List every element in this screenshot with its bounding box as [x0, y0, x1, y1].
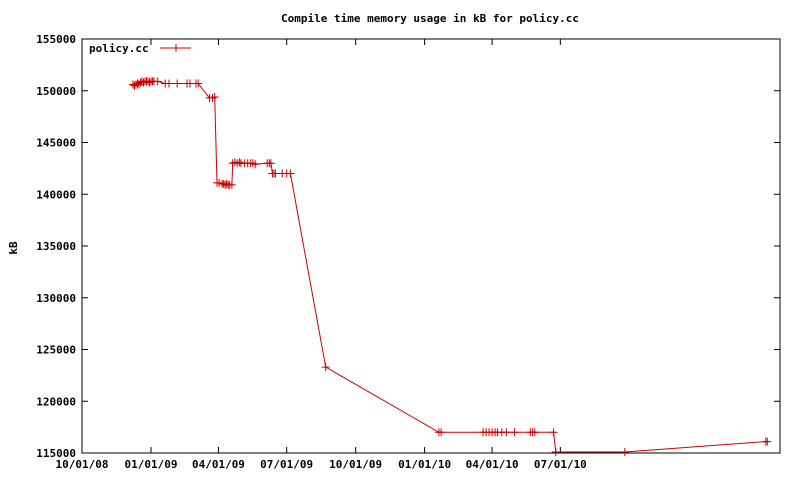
x-tick-label: 07/01/09 [260, 458, 313, 471]
y-tick: 120000 [36, 395, 780, 408]
y-tick-label: 120000 [36, 395, 76, 408]
x-tick: 01/01/10 [398, 39, 451, 471]
data-point [437, 428, 446, 437]
y-tick-label: 115000 [36, 447, 76, 460]
axes: 115000 120000 125000 130000 135000 140000 1450… [36, 33, 780, 471]
x-tick: 01/01/09 [124, 39, 177, 471]
y-tick: 125000 [36, 344, 780, 357]
data-point [286, 169, 295, 178]
x-tick: 07/01/09 [260, 39, 313, 471]
data-point [502, 428, 511, 437]
x-tick: 04/01/09 [192, 39, 245, 471]
x-tick-label: 07/01/10 [534, 458, 587, 471]
data-point [153, 77, 162, 86]
x-tick: 10/01/08 [56, 39, 109, 471]
x-tick-label: 01/01/09 [124, 458, 177, 471]
data-point [549, 428, 558, 437]
plot-frame [81, 38, 781, 454]
x-tick-label: 10/01/09 [329, 458, 382, 471]
y-tick: 135000 [36, 240, 780, 253]
data-point [210, 93, 219, 101]
y-tick-label: 135000 [36, 240, 76, 253]
y-tick-label: 130000 [36, 292, 76, 305]
x-tick: 07/01/10 [534, 39, 587, 471]
data-point [173, 79, 182, 88]
data-point [266, 159, 275, 168]
data-point [321, 363, 330, 372]
data-point [271, 169, 280, 178]
data-point [165, 79, 173, 88]
series-line [132, 80, 768, 453]
x-tick: 10/01/09 [329, 39, 382, 471]
y-tick: 145000 [36, 137, 780, 150]
data-point [194, 79, 203, 88]
data-point [510, 428, 519, 437]
data-point [763, 437, 772, 446]
y-tick-label: 140000 [36, 188, 76, 201]
y-tick: 155000 [36, 33, 780, 46]
x-tick-label: 10/01/08 [56, 458, 109, 471]
x-tick-label: 01/01/10 [398, 458, 451, 471]
data-point [251, 160, 260, 169]
data-point [551, 448, 560, 456]
data-point [620, 448, 629, 456]
legend: policy.cc [89, 42, 191, 55]
legend-marker [172, 44, 180, 52]
data-point [227, 180, 236, 189]
x-tick-label: 04/01/10 [466, 458, 519, 471]
y-axis-label: kB [7, 241, 20, 255]
data-point [235, 158, 244, 167]
series-layer [129, 77, 772, 456]
data-point [530, 428, 539, 437]
x-tick-label: 04/01/09 [192, 458, 245, 471]
x-tick: 04/01/10 [466, 39, 519, 471]
y-tick: 150000 [36, 85, 780, 98]
y-tick: 130000 [36, 292, 780, 305]
legend-label: policy.cc [89, 42, 149, 55]
y-tick: 115000 [36, 447, 780, 460]
y-tick-label: 155000 [36, 33, 76, 46]
y-tick-label: 125000 [36, 344, 76, 357]
y-tick-label: 150000 [36, 85, 76, 98]
y-tick-label: 145000 [36, 137, 76, 150]
y-tick: 140000 [36, 188, 780, 201]
chart-title: Compile time memory usage in kB for poli… [281, 12, 579, 25]
